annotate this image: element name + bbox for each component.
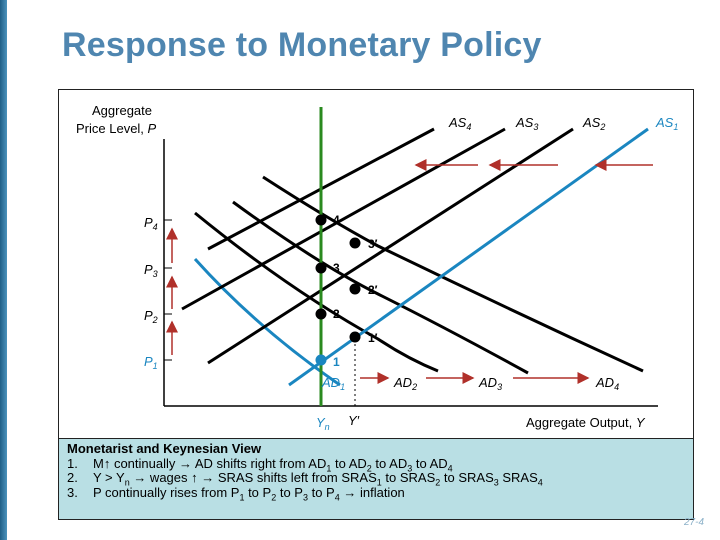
ad3-label: AD3 [478,375,502,392]
point-4-label: 4 [333,213,340,227]
point-2-prime-label: 2′ [368,283,378,297]
caption-heading: Monetarist and Keynesian View [67,441,262,456]
point-4 [315,214,327,226]
ad4-label: AD4 [595,375,619,392]
caption-item-2: 2. Y > Yn → wages ↑ → SRAS shifts left fr… [67,470,543,488]
ad2-label: AD2 [393,375,417,392]
point-3-label: 3 [333,261,340,275]
caption-box: Monetarist and Keynesian View 1. M↑ conti… [58,438,694,520]
ad3-curve [232,200,529,375]
point-2 [315,308,327,320]
price-level-p3: P3 [144,262,158,279]
as4-label: AS4 [448,115,471,132]
caption-item-1: 1. M↑ continually → AD shifts right from … [67,455,453,474]
x-tick-yprime: Y′ [348,413,360,428]
y-axis-label-line1: Aggregate [92,103,152,118]
left-accent-bar [0,0,7,540]
point-2-label: 2 [333,307,340,321]
point-1 [315,354,327,366]
point-3-prime [349,237,361,249]
ad4-curve [262,175,644,373]
x-tick-yn: Yn [316,415,330,432]
as2-curve [207,127,574,365]
point-3 [315,262,327,274]
as3-label: AS3 [515,115,538,132]
price-level-p2: P2 [144,308,158,325]
ad2-curve [194,211,439,373]
price-level-p4: P4 [144,215,158,232]
as1-curve [288,127,649,387]
caption-item-3: 3. P continually rises from P1 to P2 to P… [67,484,405,503]
point-2-prime [349,283,361,295]
as3-curve [181,127,506,311]
ad1-curve [193,257,341,387]
ad1-label: AD1 [321,375,345,392]
point-1-prime-label: 1′ [368,331,378,345]
point-3-prime-label: 3′ [368,237,378,251]
x-axis-label: Aggregate Output, Y [526,415,646,430]
slide-number: 27-4 [684,517,705,528]
point-1-prime [349,331,361,343]
slide-title: Response to Monetary Policy [62,26,542,64]
as-ad-diagram: Aggregate Price Level, P Aggregate Outpu… [76,103,678,432]
as2-label: AS2 [582,115,605,132]
point-1-label: 1 [333,355,340,369]
price-level-p1: P1 [144,354,158,371]
as1-label: AS1 [655,115,678,132]
y-axis-label-line2: Price Level, P [76,121,157,136]
